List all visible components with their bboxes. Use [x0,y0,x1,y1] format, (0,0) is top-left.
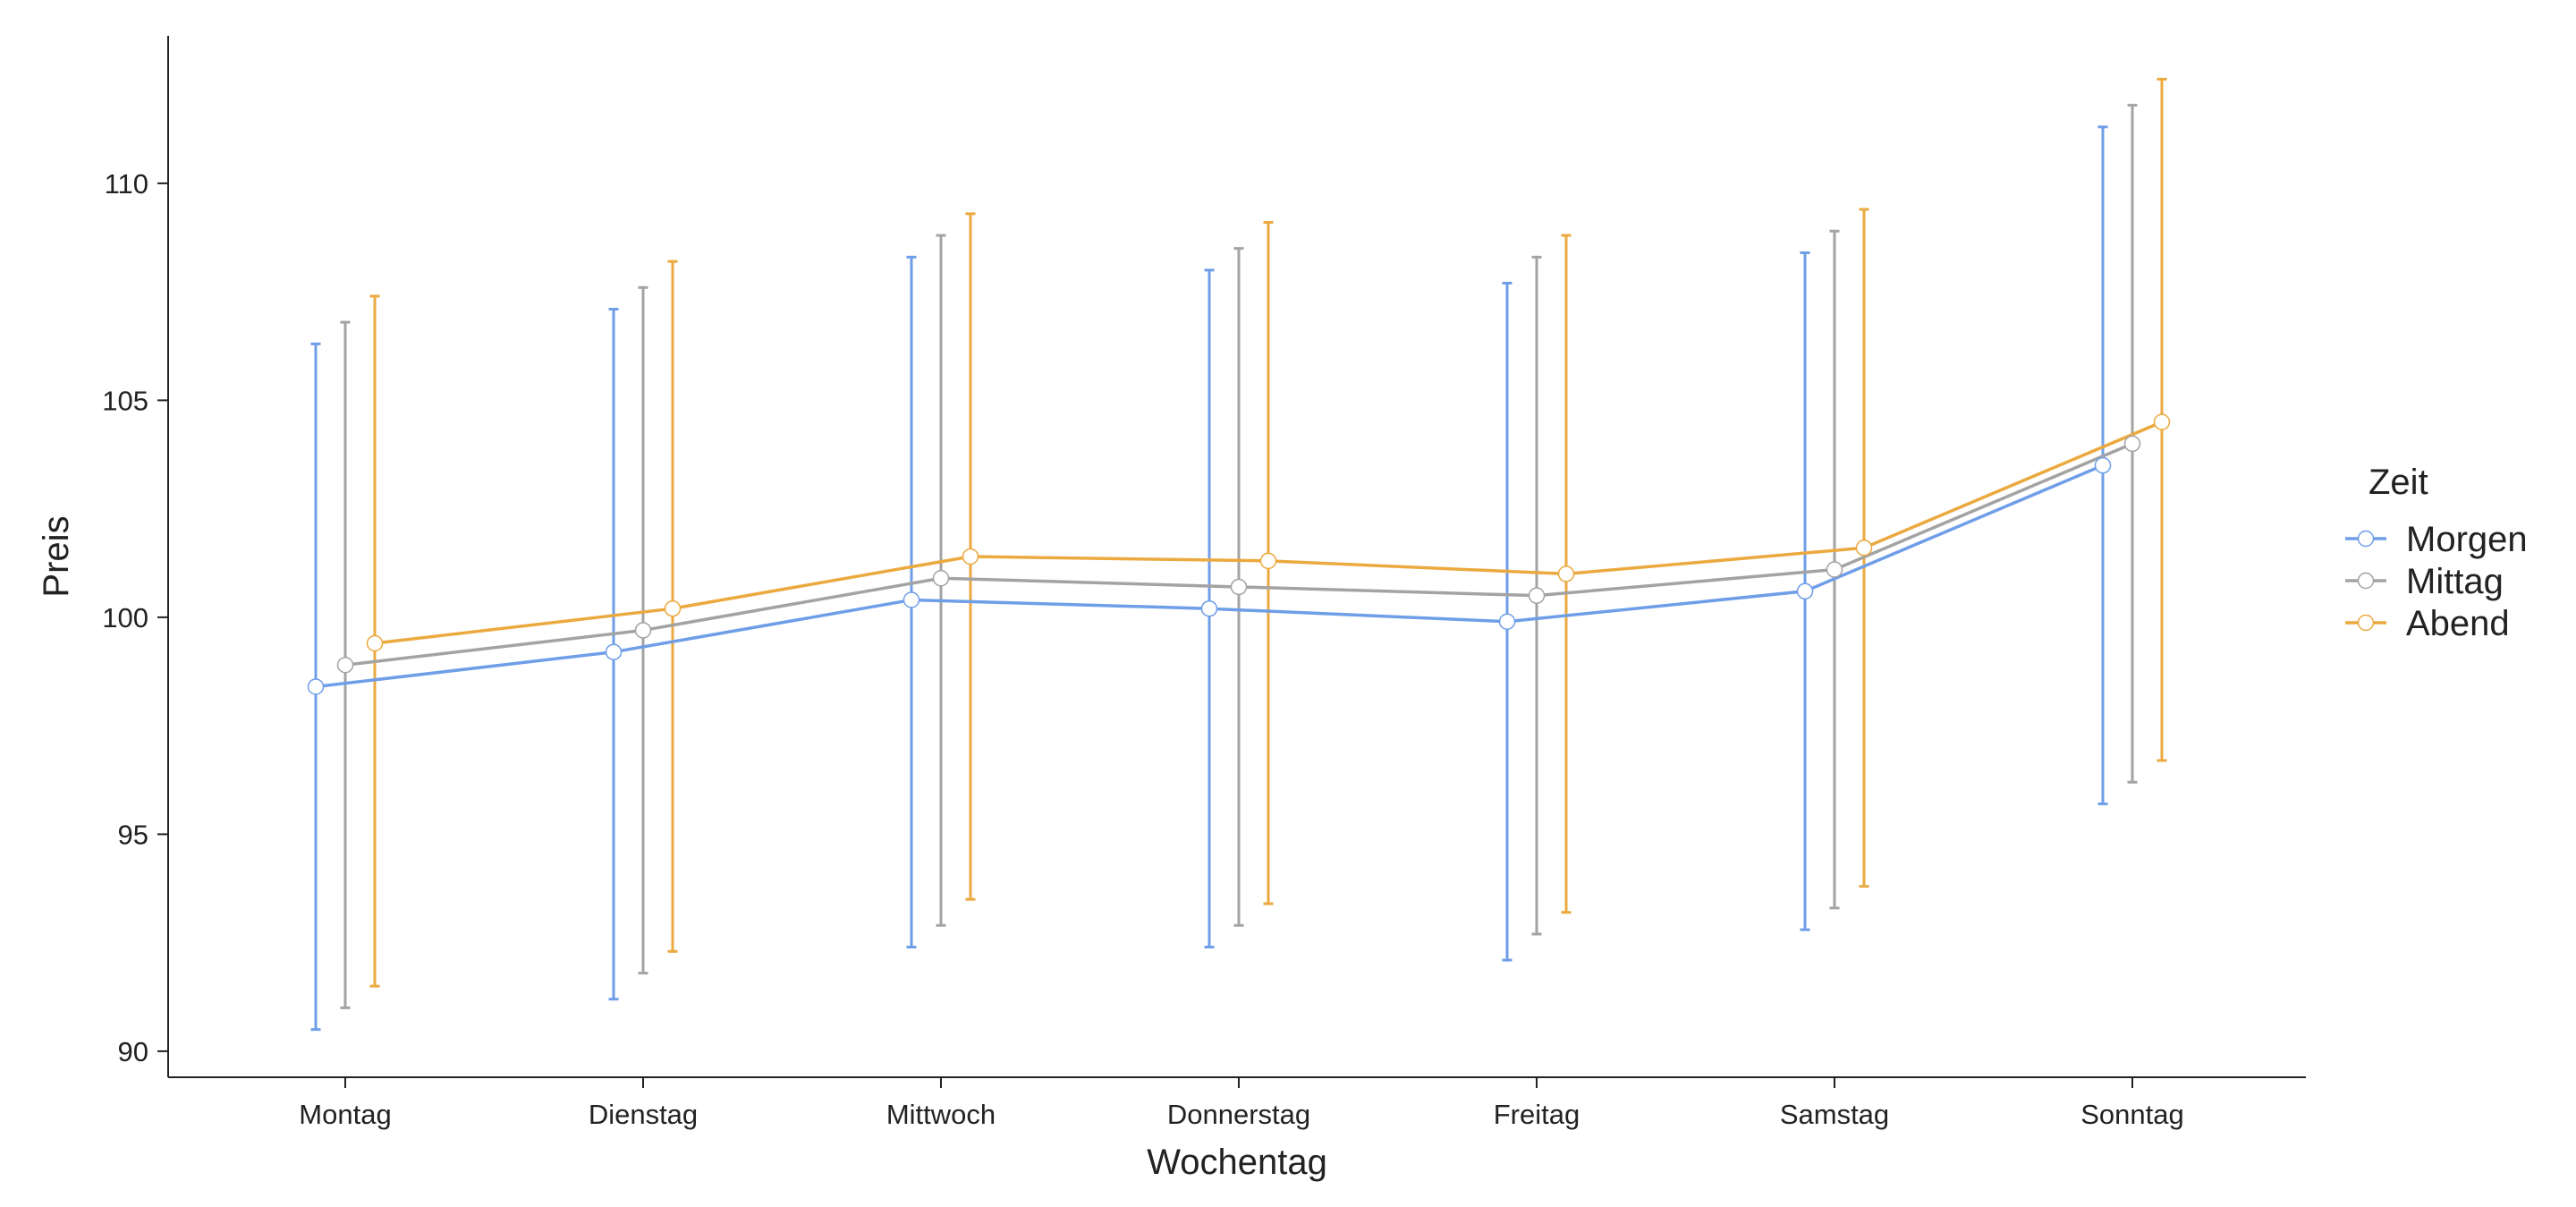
y-tick-label: 90 [118,1036,148,1067]
data-point [336,657,354,674]
legend-key-point [2357,614,2375,632]
y-axis-title: Preis [37,515,76,597]
data-point [1259,552,1277,570]
data-point [1557,565,1575,582]
y-tick-label: 110 [105,168,148,200]
legend-title: Zeit [2368,463,2428,502]
data-point [2123,435,2141,453]
data-point [1200,599,1218,617]
x-tick-label: Mittwoch [886,1099,996,1130]
x-tick-label: Freitag [1494,1099,1580,1130]
data-point [1230,578,1248,596]
data-point [1498,613,1516,630]
legend-label: Mittag [2406,562,2504,601]
data-point [664,599,682,617]
data-point [1528,587,1546,604]
x-tick-label: Donnerstag [1167,1099,1310,1130]
data-point [605,643,623,660]
x-tick-label: Montag [299,1099,391,1130]
legend-label: Abend [2406,604,2510,643]
data-point [366,634,384,652]
series-points-Abend [366,413,2171,652]
x-tick-label: Samstag [1780,1099,1889,1130]
legend-label: Morgen [2406,520,2528,559]
x-tick-label: Sonntag [2080,1099,2184,1130]
x-axis-title: Wochentag [1147,1143,1327,1182]
y-tick-label: 105 [102,385,148,416]
y-tick-label: 100 [102,602,148,633]
legend-key-point [2357,530,2375,548]
data-point [1826,561,1843,578]
data-point [634,622,652,639]
legend-key-point [2357,572,2375,590]
data-point [2094,456,2112,474]
x-tick-label: Dienstag [589,1099,698,1130]
data-point [932,570,950,587]
y-tick-label: 95 [118,819,148,850]
series-points-Morgen [307,456,2112,695]
plot-area [307,78,2171,1032]
legend-item-Morgen: Morgen [2345,520,2528,559]
data-point [2153,413,2171,430]
series-points-Mittag [336,435,2141,674]
axes: 90 95 100 105 110 Montag Dienstag Mittwoch Donne… [37,36,2306,1182]
data-point [1796,582,1814,600]
legend-item-Mittag: Mittag [2345,562,2504,601]
legend-item-Abend: Abend [2345,604,2510,643]
data-point [1855,540,1873,557]
data-point [307,678,325,695]
data-point [902,591,920,608]
data-point [962,548,979,565]
